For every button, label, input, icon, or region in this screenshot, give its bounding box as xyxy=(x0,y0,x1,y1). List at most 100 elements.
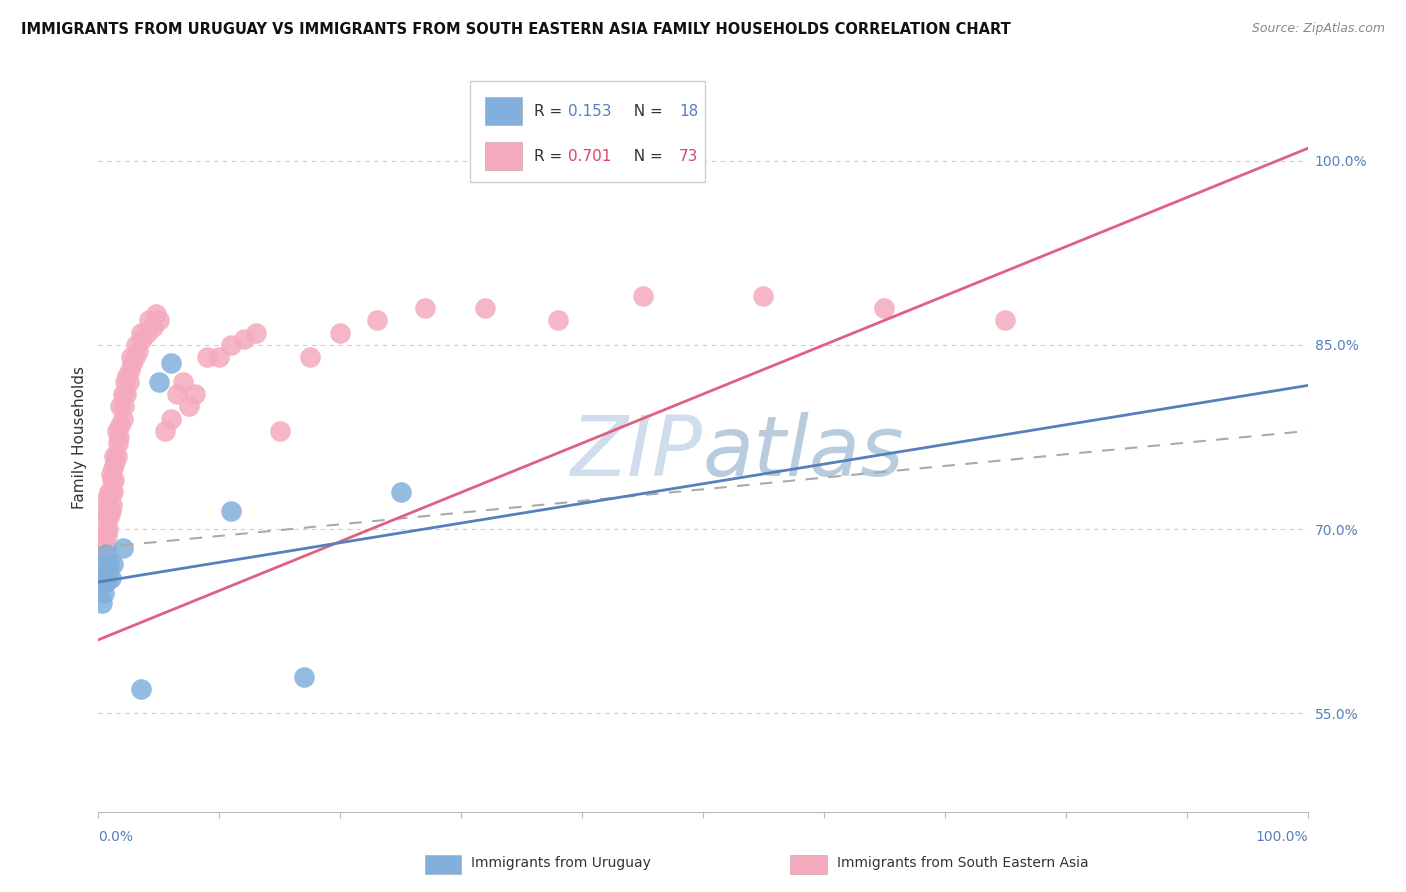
Point xyxy=(105,449,128,463)
Point xyxy=(413,301,436,315)
Point xyxy=(94,547,117,561)
Point xyxy=(100,504,122,518)
Point xyxy=(100,485,122,500)
Point xyxy=(873,301,896,315)
Point xyxy=(97,498,120,512)
Text: 73: 73 xyxy=(679,149,699,163)
Point xyxy=(96,510,118,524)
Point xyxy=(269,424,291,438)
Point xyxy=(101,557,124,571)
Point xyxy=(96,528,118,542)
Text: ZIP: ZIP xyxy=(571,411,703,492)
Point xyxy=(631,289,654,303)
Text: 0.153: 0.153 xyxy=(568,103,612,119)
Point xyxy=(91,577,114,591)
Point xyxy=(166,387,188,401)
Point xyxy=(184,387,207,401)
Point xyxy=(131,332,153,346)
Point xyxy=(97,522,120,536)
Point xyxy=(94,541,117,555)
Point xyxy=(118,362,141,376)
Point xyxy=(93,569,115,583)
Point xyxy=(292,670,315,684)
Point xyxy=(125,338,148,352)
Point xyxy=(108,400,131,414)
Point xyxy=(100,498,122,512)
Point xyxy=(111,387,134,401)
Point xyxy=(117,368,139,383)
Point xyxy=(91,571,114,585)
Point xyxy=(93,534,115,549)
Point xyxy=(93,586,115,600)
Point xyxy=(107,436,129,450)
Point xyxy=(221,338,243,352)
Point xyxy=(91,596,114,610)
Point xyxy=(103,449,125,463)
Point xyxy=(994,313,1017,327)
Point xyxy=(135,326,157,340)
Point xyxy=(148,375,170,389)
Point xyxy=(104,455,127,469)
Point xyxy=(329,326,352,340)
Point xyxy=(129,681,152,696)
Point xyxy=(120,350,142,364)
Point xyxy=(91,571,114,585)
Point xyxy=(160,411,183,425)
Point xyxy=(111,411,134,425)
Point xyxy=(93,559,115,574)
Point xyxy=(98,485,121,500)
Point xyxy=(96,491,118,506)
Point xyxy=(94,504,117,518)
Point xyxy=(100,467,122,481)
Point xyxy=(148,313,170,327)
Point xyxy=(115,387,138,401)
Point xyxy=(94,522,117,536)
Point xyxy=(96,574,118,588)
Text: Source: ZipAtlas.com: Source: ZipAtlas.com xyxy=(1251,22,1385,36)
Text: atlas: atlas xyxy=(703,411,904,492)
Point xyxy=(121,356,143,370)
Point xyxy=(124,350,146,364)
FancyBboxPatch shape xyxy=(470,81,706,182)
Text: R =: R = xyxy=(534,103,567,119)
Text: IMMIGRANTS FROM URUGUAY VS IMMIGRANTS FROM SOUTH EASTERN ASIA FAMILY HOUSEHOLDS : IMMIGRANTS FROM URUGUAY VS IMMIGRANTS FR… xyxy=(21,22,1011,37)
Text: 0.0%: 0.0% xyxy=(98,830,134,845)
Point xyxy=(299,350,322,364)
Point xyxy=(195,350,218,364)
Point xyxy=(208,350,231,364)
Text: 18: 18 xyxy=(679,103,697,119)
Point xyxy=(98,510,121,524)
Point xyxy=(179,400,201,414)
Point xyxy=(145,307,167,321)
Point xyxy=(111,541,134,555)
FancyBboxPatch shape xyxy=(485,97,522,126)
Point xyxy=(474,301,496,315)
Point xyxy=(232,332,254,346)
Point xyxy=(160,356,183,370)
Point xyxy=(245,326,267,340)
Point xyxy=(389,485,412,500)
Point xyxy=(91,547,114,561)
Text: 0.701: 0.701 xyxy=(568,149,612,163)
Text: Immigrants from Uruguay: Immigrants from Uruguay xyxy=(471,856,651,871)
Y-axis label: Family Households: Family Households xyxy=(72,366,87,508)
Text: 100.0%: 100.0% xyxy=(1256,830,1308,845)
Point xyxy=(752,289,775,303)
Text: R =: R = xyxy=(534,149,567,163)
Point xyxy=(98,558,121,572)
Text: Immigrants from South Eastern Asia: Immigrants from South Eastern Asia xyxy=(837,856,1088,871)
Point xyxy=(118,375,141,389)
Point xyxy=(101,460,124,475)
Text: N =: N = xyxy=(624,149,668,163)
Point xyxy=(129,326,152,340)
Point xyxy=(112,400,135,414)
Point xyxy=(97,563,120,577)
Point xyxy=(103,473,125,487)
Point xyxy=(138,313,160,327)
FancyBboxPatch shape xyxy=(485,142,522,170)
Text: N =: N = xyxy=(624,103,668,119)
Point xyxy=(114,375,136,389)
Point xyxy=(153,424,176,438)
Point xyxy=(100,473,122,487)
Point xyxy=(108,430,131,444)
